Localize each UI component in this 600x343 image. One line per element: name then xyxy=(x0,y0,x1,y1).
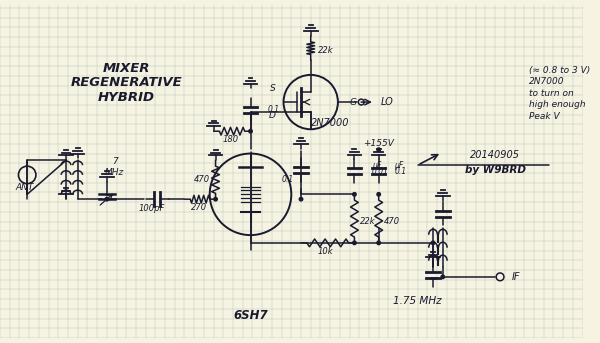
Text: 470: 470 xyxy=(194,175,210,184)
Text: 6SH7: 6SH7 xyxy=(233,309,268,322)
Text: 10k: 10k xyxy=(317,247,333,256)
Text: 2N7000: 2N7000 xyxy=(529,77,565,86)
Circle shape xyxy=(214,198,217,201)
Text: MIXER: MIXER xyxy=(103,62,150,74)
Text: Peak V: Peak V xyxy=(529,112,560,121)
Text: μF: μF xyxy=(372,161,381,170)
Text: 0.1: 0.1 xyxy=(281,175,293,184)
Text: μF: μF xyxy=(394,161,403,170)
Circle shape xyxy=(441,275,445,279)
Text: ANT.: ANT. xyxy=(16,183,35,192)
Text: +155V: +155V xyxy=(363,139,394,148)
Text: G: G xyxy=(350,97,356,107)
Text: by W9BRD: by W9BRD xyxy=(465,165,526,175)
Text: (≈ 0.8 to 3 V): (≈ 0.8 to 3 V) xyxy=(529,66,590,74)
Text: high enough: high enough xyxy=(529,100,586,109)
Text: 2N7000: 2N7000 xyxy=(311,118,349,128)
Text: =: = xyxy=(428,274,438,284)
Circle shape xyxy=(377,148,380,151)
Text: 22k: 22k xyxy=(319,46,334,55)
Text: 7
MHz: 7 MHz xyxy=(105,157,124,177)
Text: 0.01: 0.01 xyxy=(372,166,389,176)
Text: 0.1: 0.1 xyxy=(268,105,280,114)
Circle shape xyxy=(249,129,252,133)
Text: LO: LO xyxy=(380,97,394,107)
Text: 22k: 22k xyxy=(360,217,376,226)
Text: 270: 270 xyxy=(191,203,207,212)
Text: 470: 470 xyxy=(384,217,400,226)
Text: 100pF: 100pF xyxy=(138,204,164,213)
Text: 0.1: 0.1 xyxy=(394,166,406,176)
Circle shape xyxy=(353,192,356,196)
Text: D: D xyxy=(269,111,276,120)
Text: 180: 180 xyxy=(223,135,239,144)
Circle shape xyxy=(431,241,435,245)
Circle shape xyxy=(105,198,109,201)
Text: 20140905: 20140905 xyxy=(470,151,520,161)
Circle shape xyxy=(299,198,303,201)
Text: REGENERATIVE: REGENERATIVE xyxy=(70,76,182,89)
Circle shape xyxy=(353,241,356,245)
Circle shape xyxy=(377,241,380,245)
Text: HYBRID: HYBRID xyxy=(98,91,155,104)
Circle shape xyxy=(377,192,380,196)
Text: 1.75 MHz: 1.75 MHz xyxy=(393,296,442,306)
Text: S: S xyxy=(270,84,276,93)
Text: to turn on: to turn on xyxy=(529,89,574,98)
Text: IF: IF xyxy=(512,272,520,282)
